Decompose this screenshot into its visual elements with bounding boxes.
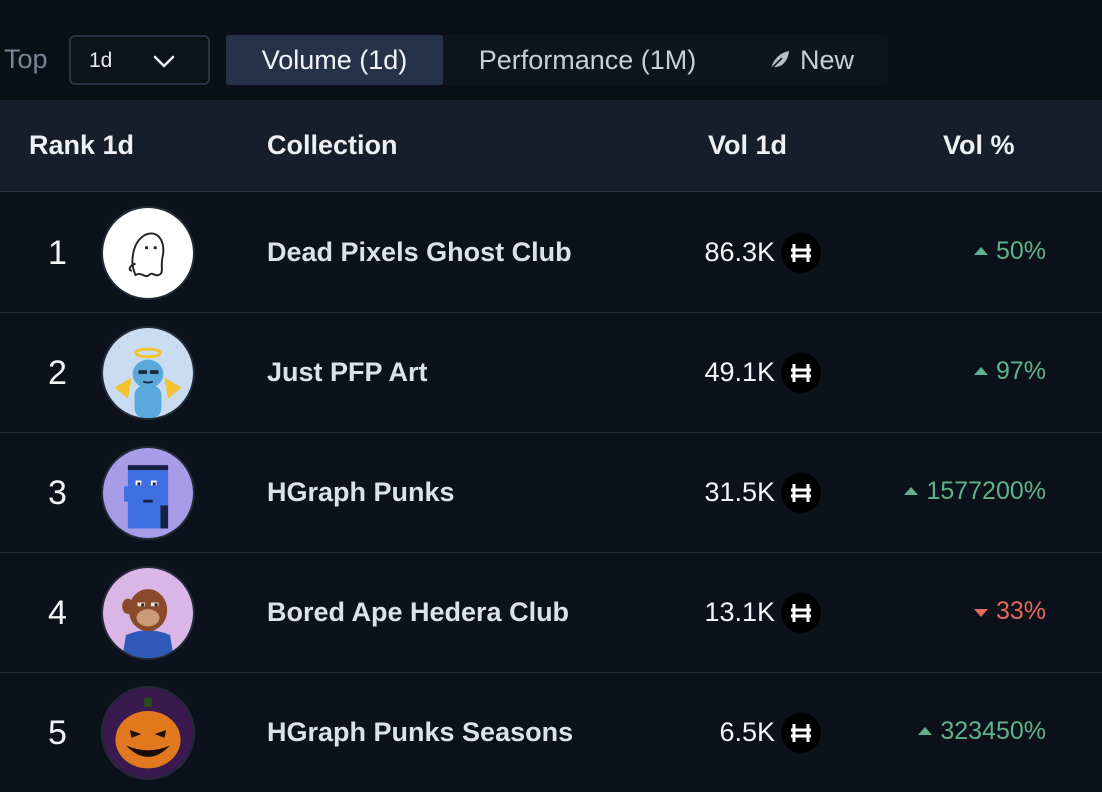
table-row[interactable]: 3 HGraph Punks 31.5K 1577200%	[0, 433, 1102, 553]
volume-change: 97%	[973, 357, 1046, 386]
hbar-icon	[781, 593, 821, 633]
tab-new-label: New	[799, 45, 854, 75]
period-select[interactable]: 1d	[69, 35, 210, 85]
trend-up-icon	[973, 367, 988, 375]
header-volume[interactable]: Vol 1d	[708, 130, 788, 160]
ranking-tabs: Volume (1d) Performance (1M) New	[226, 35, 888, 85]
leaf-icon	[770, 51, 789, 70]
volume-change: 33%	[973, 597, 1046, 626]
top-label: Top	[4, 44, 48, 74]
collection-name[interactable]: Just PFP Art	[267, 357, 428, 387]
collection-avatar[interactable]	[101, 206, 195, 300]
volume-change-value: 97%	[995, 357, 1046, 385]
hbar-icon	[781, 353, 821, 393]
table-row[interactable]: 1 Dead Pixels Ghost Club 86.3K 50%	[0, 193, 1102, 313]
collection-name[interactable]: HGraph Punks	[267, 477, 455, 507]
tab-new[interactable]: New	[756, 35, 866, 85]
ape-avatar-icon	[103, 568, 193, 658]
collection-avatar[interactable]	[101, 446, 195, 540]
ghost-avatar-icon	[103, 208, 193, 298]
trend-up-icon	[918, 727, 933, 735]
collection-avatar[interactable]	[101, 326, 195, 420]
collection-name[interactable]: Bored Ape Hedera Club	[267, 597, 570, 627]
tab-volume[interactable]: Volume (1d)	[226, 35, 443, 85]
table-row[interactable]: 5 HGraph Punks Seasons 6.5K 323450%	[0, 673, 1102, 792]
hbar-icon	[781, 473, 821, 513]
header-rank[interactable]: Rank 1d	[29, 130, 135, 160]
collection-avatar[interactable]	[101, 686, 195, 780]
volume-change-value: 323450%	[940, 717, 1046, 745]
tab-performance[interactable]: Performance (1M)	[478, 45, 697, 75]
rank: 1	[48, 234, 67, 272]
hbar-icon	[781, 713, 821, 753]
volume-value: 86.3K	[704, 237, 775, 267]
volume-change-value: 1577200%	[926, 477, 1046, 505]
header-collection[interactable]: Collection	[267, 130, 398, 160]
header-volume-pct[interactable]: Vol %	[943, 130, 1015, 160]
rank: 2	[48, 354, 67, 392]
volume-change: 1577200%	[904, 477, 1046, 506]
volume-change: 323450%	[918, 717, 1046, 746]
trend-up-icon	[973, 247, 988, 255]
volume-change: 50%	[973, 237, 1046, 266]
volume-change-value: 50%	[995, 237, 1046, 265]
trend-down-icon	[973, 609, 988, 617]
filter-bar: Top 1d Volume (1d) Performance (1M) New	[0, 0, 1102, 100]
table-row[interactable]: 2 Just PFP Art 49.1K 97%	[0, 313, 1102, 433]
angel-avatar-icon	[103, 328, 193, 418]
pumpkin-avatar-icon	[103, 688, 193, 778]
chevron-down-icon	[153, 55, 175, 68]
volume-value: 13.1K	[704, 597, 775, 627]
collection-name[interactable]: HGraph Punks Seasons	[267, 717, 574, 747]
volume-value: 31.5K	[704, 477, 775, 507]
period-select-value: 1d	[89, 49, 113, 72]
rank: 5	[48, 714, 67, 752]
volume-value: 6.5K	[719, 717, 775, 747]
table-row[interactable]: 4 Bored Ape Hedera Club 13.1K 33%	[0, 553, 1102, 673]
collection-name[interactable]: Dead Pixels Ghost Club	[267, 237, 572, 267]
hbar-icon	[781, 233, 821, 273]
volume-value: 49.1K	[704, 357, 775, 387]
collection-avatar[interactable]	[101, 566, 195, 660]
trend-up-icon	[904, 487, 919, 495]
table-header: Rank 1d Collection Vol 1d Vol %	[0, 100, 1102, 192]
rank: 4	[48, 594, 67, 632]
rank: 3	[48, 474, 67, 512]
punk-avatar-icon	[103, 448, 193, 538]
volume-change-value: 33%	[995, 597, 1046, 625]
